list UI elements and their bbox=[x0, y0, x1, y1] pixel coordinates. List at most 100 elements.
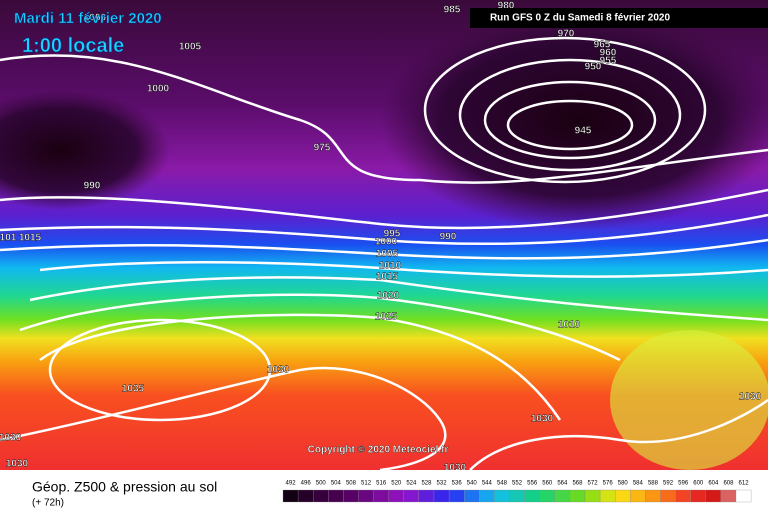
legend-label: 508 bbox=[346, 481, 357, 487]
legend-label: 552 bbox=[512, 481, 523, 487]
legend-swatch bbox=[282, 489, 299, 503]
legend-swatch bbox=[373, 489, 389, 503]
legend-swatch bbox=[343, 489, 359, 503]
low-pressure bbox=[380, 10, 768, 230]
high-field bbox=[610, 330, 768, 470]
legend-swatch bbox=[464, 489, 480, 503]
legend-label: 532 bbox=[437, 481, 448, 487]
isobar-label: 1015 bbox=[376, 272, 399, 283]
isobar bbox=[469, 398, 768, 471]
legend-label: 604 bbox=[708, 481, 719, 487]
legend-label: 516 bbox=[376, 481, 387, 487]
isobar bbox=[0, 366, 447, 472]
isobar-label: 950 bbox=[585, 62, 602, 73]
legend-swatch bbox=[615, 489, 631, 503]
legend-swatch bbox=[328, 489, 344, 503]
legend-label: 592 bbox=[663, 481, 674, 487]
legend-label: 612 bbox=[739, 481, 750, 487]
legend-swatch bbox=[479, 489, 495, 503]
run-info: Run GFS 0 Z du Samedi 8 février 2020 bbox=[490, 13, 671, 24]
isobar-label: 1000 bbox=[84, 13, 107, 24]
legend-label: 564 bbox=[557, 481, 568, 487]
legend-swatch bbox=[569, 489, 586, 503]
legend-label: 556 bbox=[527, 481, 538, 487]
isobar-label: 995 bbox=[384, 229, 401, 240]
legend-label: 580 bbox=[618, 481, 629, 487]
legend-swatch bbox=[524, 489, 540, 503]
isobar-label: 965 bbox=[594, 40, 611, 51]
isobar bbox=[0, 213, 768, 246]
isobar bbox=[506, 99, 634, 151]
isobar-label: 1030 bbox=[739, 392, 762, 403]
isobar bbox=[29, 276, 768, 322]
isobar-label: 985 bbox=[444, 5, 461, 16]
legend-swatch bbox=[705, 489, 722, 503]
legend-label: 608 bbox=[723, 481, 734, 487]
copyright: Copyright © 2020 Meteociel.fr bbox=[308, 445, 449, 456]
legend-label: 572 bbox=[588, 481, 599, 487]
legend-label: 528 bbox=[421, 481, 432, 487]
isobars bbox=[0, 36, 768, 472]
isobar-label: 1010 bbox=[558, 320, 581, 331]
isobar bbox=[0, 238, 768, 260]
legend-swatch bbox=[403, 489, 420, 503]
legend-label: 524 bbox=[406, 481, 417, 487]
legend-label: 596 bbox=[678, 481, 689, 487]
legend-label: 576 bbox=[603, 481, 614, 487]
legend-swatch bbox=[358, 489, 374, 503]
isobar-label: 960 bbox=[600, 48, 617, 59]
isobar-label: 1000 bbox=[375, 237, 398, 248]
legend-swatch bbox=[297, 489, 314, 503]
date: Mardi 11 février 2020 bbox=[14, 10, 162, 27]
isobar-label: 1030 bbox=[0, 433, 22, 444]
footer-title: Géop. Z500 & pression au sol bbox=[32, 479, 217, 495]
legend-label: 544 bbox=[482, 481, 493, 487]
isobar-label: 1030 bbox=[444, 463, 467, 474]
low-pressure bbox=[0, 90, 170, 210]
legend-label: 504 bbox=[331, 481, 342, 487]
legend-swatch bbox=[554, 489, 571, 503]
legend-label: 520 bbox=[391, 481, 402, 487]
isobar-label: 970 bbox=[558, 29, 575, 40]
legend-swatch bbox=[494, 489, 510, 503]
legend-swatch bbox=[584, 489, 601, 503]
legend-label: 600 bbox=[693, 481, 704, 487]
legend-swatch bbox=[735, 489, 752, 503]
isobar-label: 955 bbox=[600, 56, 617, 67]
isobar-label: 990 bbox=[84, 181, 101, 192]
legend: 492 496 500 504 508 512 516 520 524 528 532 536 540 5… bbox=[282, 481, 752, 503]
legend-swatch bbox=[418, 489, 435, 503]
isobar-label: 980 bbox=[498, 1, 515, 12]
legend-label: 492 bbox=[286, 481, 297, 487]
isobar-label: 1015 bbox=[19, 233, 42, 244]
run-box bbox=[470, 8, 768, 28]
isobar-label: 1030 bbox=[267, 365, 290, 376]
legend-label: 548 bbox=[497, 481, 508, 487]
isobar bbox=[423, 36, 707, 184]
legend-label: 536 bbox=[452, 481, 463, 487]
isobar-label: 1005 bbox=[179, 42, 202, 53]
legend-swatch bbox=[630, 489, 646, 503]
legend-swatch bbox=[539, 489, 555, 503]
legend-swatch bbox=[660, 489, 676, 503]
legend-swatch bbox=[433, 489, 450, 503]
legend-swatch bbox=[720, 489, 737, 503]
legend-label: 588 bbox=[648, 481, 659, 487]
isobar-label: 1020 bbox=[377, 291, 400, 302]
isobar-label: 1025 bbox=[375, 312, 398, 323]
isobar bbox=[19, 293, 621, 362]
isobar bbox=[0, 188, 768, 230]
legend-swatch bbox=[675, 489, 691, 503]
legend-label: 540 bbox=[467, 481, 478, 487]
isobar-label: 1005 bbox=[376, 249, 399, 260]
legend-swatch bbox=[313, 489, 329, 503]
time: 1:00 locale bbox=[22, 35, 124, 57]
legend-swatch bbox=[388, 489, 404, 503]
isobar bbox=[458, 58, 682, 172]
legend-swatch bbox=[448, 489, 465, 503]
legend-label: 500 bbox=[316, 481, 327, 487]
isobar-label: 1030 bbox=[6, 459, 29, 470]
isobar bbox=[483, 80, 657, 160]
legend-label: 568 bbox=[572, 481, 583, 487]
